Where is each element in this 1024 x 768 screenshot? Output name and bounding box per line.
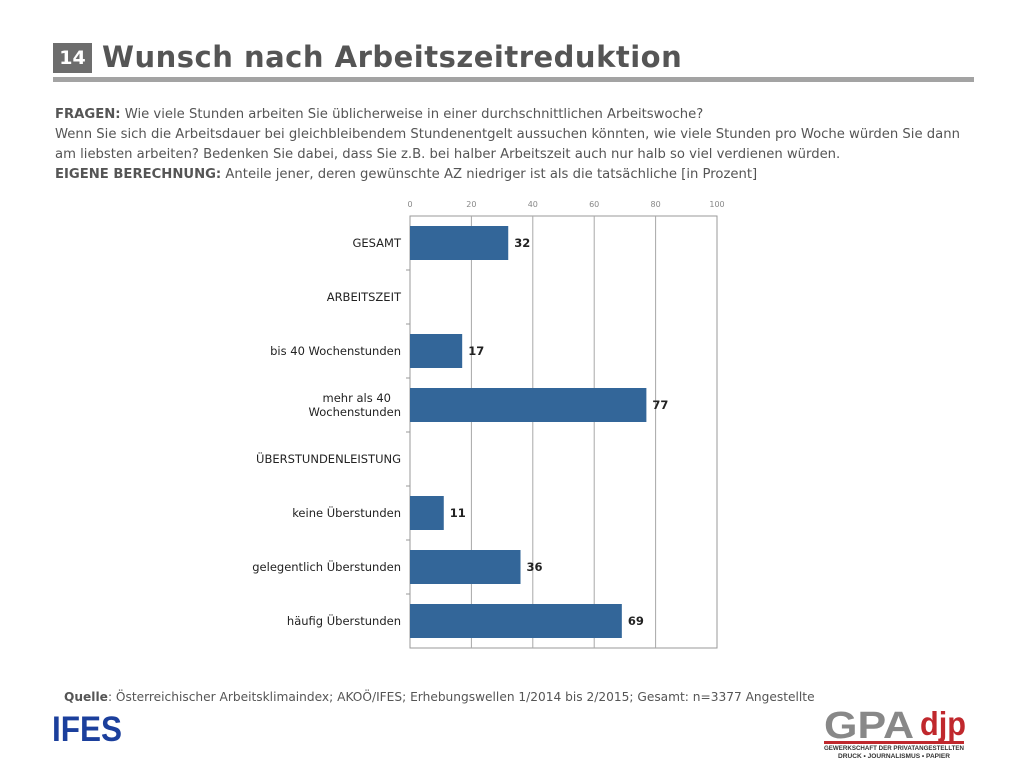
bar: [410, 496, 444, 530]
category-label: mehr als 40 Wochenstunden: [309, 391, 401, 419]
x-tick-label: 0: [407, 200, 412, 209]
bar-value-label: 77: [652, 398, 668, 412]
category-label: häufig Überstunden: [287, 612, 401, 628]
question-2: Wenn Sie sich die Arbeitsdauer bei gleic…: [55, 127, 960, 162]
category-label: gelegentlich Überstunden: [252, 558, 401, 574]
x-tick-label: 100: [709, 200, 724, 209]
gpa-djp-logo: GPA djp GEWERKSCHAFT DER PRIVATANGESTELL…: [824, 705, 966, 760]
category-label-line: Wochenstunden: [309, 405, 401, 419]
x-tick-label: 60: [589, 200, 599, 209]
question-line-1: FRAGEN: Wie viele Stunden arbeiten Sie ü…: [55, 105, 975, 125]
category-label-line: mehr als 40: [323, 391, 391, 405]
category-label: ÜBERSTUNDENLEISTUNG: [256, 450, 401, 466]
question-text: FRAGEN: Wie viele Stunden arbeiten Sie ü…: [55, 105, 975, 185]
gpa-subline-1: GEWERKSCHAFT DER PRIVATANGESTELLTEN: [824, 746, 964, 752]
bar: [410, 226, 509, 260]
x-tick-label: 80: [651, 200, 661, 209]
bar: [410, 388, 647, 422]
question-line-3: EIGENE BERECHNUNG: Anteile jener, deren …: [55, 165, 975, 185]
question-3: Anteile jener, deren gewünschte AZ niedr…: [225, 167, 758, 182]
bar: [410, 550, 521, 584]
gpa-subline-2: DRUCK • JOURNALISMUS • PAPIER: [838, 754, 951, 760]
question-1: Wie viele Stunden arbeiten Sie üblicherw…: [124, 107, 704, 122]
title-divider: [53, 77, 974, 82]
bar-value-label: 17: [468, 344, 484, 358]
x-tick-label: 20: [466, 200, 476, 209]
fragen-label: FRAGEN:: [55, 107, 121, 122]
djp-logo-text: djp: [920, 705, 966, 742]
gpa-logo-rule: [824, 741, 964, 744]
bar-value-label: 69: [628, 614, 644, 628]
source-note: Quelle: Österreichischer Arbeitsklimaind…: [64, 690, 815, 704]
bar-value-label: 36: [527, 560, 543, 574]
bar: [410, 604, 622, 638]
eigene-label: EIGENE BERECHNUNG:: [55, 167, 222, 182]
source-text: : Österreichischer Arbeitsklimaindex; AK…: [107, 690, 815, 704]
bar: [410, 334, 463, 368]
ifes-logo: IFES: [52, 713, 122, 743]
category-label: bis 40 Wochenstunden: [270, 344, 401, 358]
slide-number: 14: [53, 43, 92, 73]
bar-value-label: 32: [514, 236, 530, 250]
category-label: GESAMT: [352, 236, 401, 250]
source-label: Quelle: [64, 690, 108, 704]
ifes-logo-text: IFES: [52, 713, 122, 743]
x-tick-label: 40: [528, 200, 538, 209]
gpa-logo-text: GPA: [824, 705, 914, 747]
category-label: keine Überstunden: [292, 504, 401, 520]
category-label: ARBEITSZEIT: [327, 290, 402, 304]
page-title: Wunsch nach Arbeitszeitreduktion: [102, 40, 683, 74]
bar-value-label: 11: [450, 506, 466, 520]
